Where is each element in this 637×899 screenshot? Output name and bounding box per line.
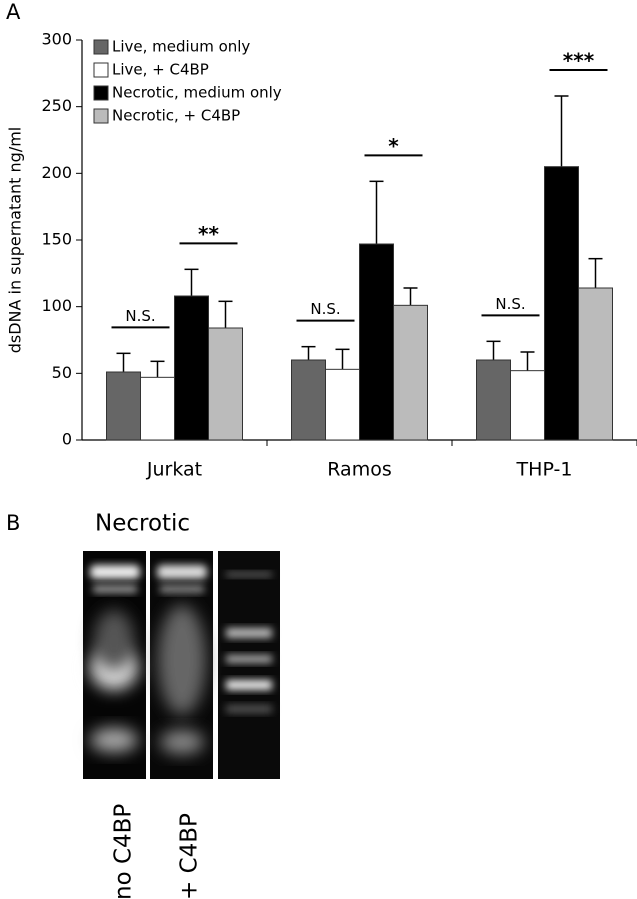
significance-label: * [388, 134, 399, 158]
lane-label: no C4BP [111, 804, 137, 899]
lane-label: + C4BP [177, 813, 203, 899]
panel-label: A [6, 0, 21, 24]
bar [510, 370, 545, 441]
bar [140, 376, 175, 441]
legend-label: Necrotic, medium only [112, 84, 282, 102]
bar [106, 371, 141, 441]
plot-area: 0 50 100 150 200 250 300 Jurkat N.S. ** Ramos N.S. *… [41, 30, 637, 481]
y-tick-label: 250 [41, 96, 72, 115]
legend-label: Live, + C4BP [112, 61, 209, 79]
y-tick-label: 100 [41, 296, 72, 315]
bar [174, 295, 209, 441]
y-tick-label: 300 [41, 30, 72, 49]
y-tick-label: 200 [41, 163, 72, 182]
gel-title: Necrotic [95, 511, 190, 537]
legend-swatch [93, 62, 109, 78]
bar [544, 166, 579, 441]
legend-swatch [93, 85, 109, 101]
legend-label: Necrotic, + C4BP [112, 107, 240, 125]
bar [291, 359, 326, 441]
significance-label: N.S. [495, 295, 525, 313]
bar [393, 304, 428, 441]
bar [476, 359, 511, 441]
bar [359, 243, 394, 441]
gel-image [83, 551, 280, 779]
bar [578, 287, 613, 441]
x-tick-label: Jurkat [146, 459, 202, 481]
x-tick-label: THP-1 [516, 459, 573, 481]
x-tick-label: Ramos [327, 459, 391, 481]
y-tick-label: 0 [62, 430, 72, 449]
significance-label: ** [198, 222, 219, 246]
bar [325, 368, 360, 441]
y-tick-label: 50 [52, 363, 72, 382]
panel-label: B [6, 511, 20, 535]
y-tick-label: 150 [41, 230, 72, 249]
y-axis-label: dsDNA in supernatant ng/ml [6, 127, 25, 354]
legend-swatch [93, 108, 109, 124]
bar [208, 327, 243, 441]
significance-label: N.S. [125, 307, 155, 325]
legend-label: Live, medium only [112, 38, 250, 56]
legend-swatch [93, 39, 109, 55]
significance-label: *** [563, 49, 595, 73]
significance-label: N.S. [310, 300, 340, 318]
